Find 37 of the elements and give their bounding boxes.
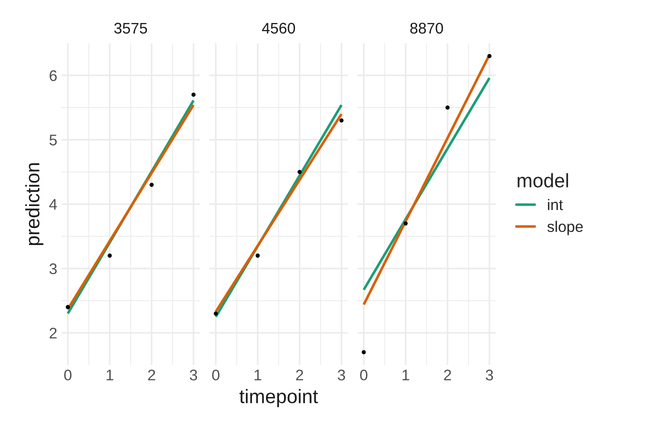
- chart-title: 4560: [262, 22, 296, 34]
- x-tick-label: 1: [106, 370, 114, 380]
- x-tick-label: 1: [254, 370, 262, 380]
- x-tick-label: 0: [360, 370, 368, 380]
- x-tick-label: 0: [212, 370, 220, 380]
- x-tick-label: 2: [444, 370, 452, 380]
- y-tick-label: 3: [49, 263, 57, 274]
- legend-label: slope: [547, 220, 583, 236]
- legend-title: model: [518, 173, 568, 188]
- x-axis-title: timepoint: [239, 389, 318, 408]
- x-tick-label: 3: [486, 370, 494, 380]
- x-tick-label: 3: [338, 370, 346, 380]
- point: [256, 254, 260, 258]
- chart-title: 8870: [410, 22, 443, 34]
- x-tick-label: 3: [190, 370, 198, 380]
- legend-label: int: [548, 198, 563, 210]
- y-tick-label: 6: [50, 70, 57, 82]
- point: [404, 221, 408, 226]
- point: [487, 54, 492, 58]
- x-tick-label: 2: [296, 370, 304, 380]
- chart-title: 3575: [114, 22, 148, 34]
- y-tick-label: 5: [50, 134, 57, 146]
- y-tick-label: 4: [49, 199, 57, 210]
- point: [108, 254, 112, 258]
- point: [445, 105, 450, 110]
- point: [298, 170, 302, 174]
- point: [191, 92, 196, 97]
- x-tick-label: 2: [148, 370, 156, 380]
- point: [66, 305, 70, 310]
- point: [214, 311, 218, 316]
- point: [150, 182, 154, 187]
- point: [339, 118, 344, 123]
- x-tick-label: 1: [402, 370, 410, 380]
- x-tick-label: 0: [64, 370, 72, 380]
- y-tick-label: 2: [50, 328, 57, 338]
- point: [362, 350, 366, 354]
- y-axis-title: prediction: [25, 163, 44, 246]
